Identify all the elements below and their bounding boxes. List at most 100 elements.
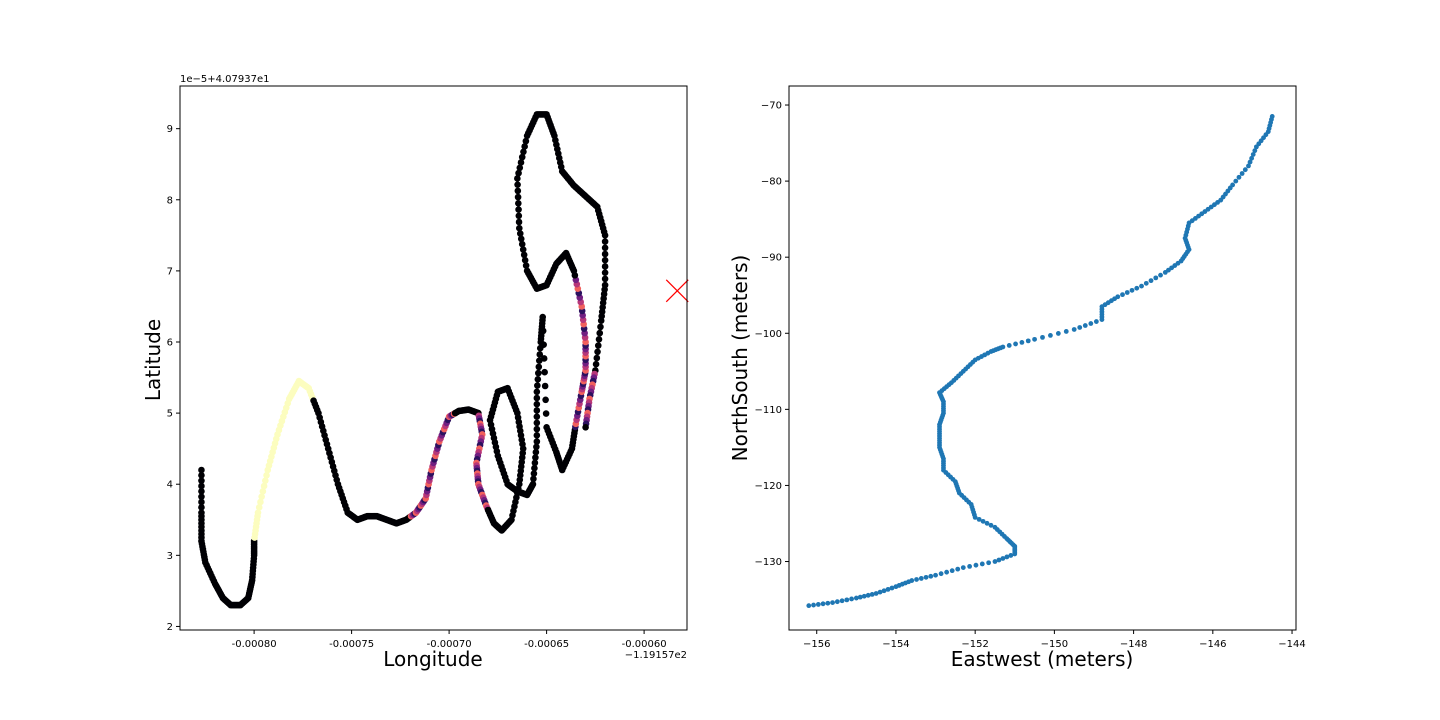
- track-point: [594, 342, 602, 349]
- track-point: [514, 181, 521, 188]
- longitude-latitude-chart: 1e−5+4.07937e1 -0.00080 -0.00075 -0.00070-…: [141, 74, 689, 671]
- track-point: [530, 470, 538, 477]
- track-point: [519, 246, 527, 253]
- track-point: [1239, 171, 1245, 176]
- track-point: [531, 464, 538, 472]
- track-point: [1236, 174, 1242, 180]
- track-point: [535, 363, 543, 371]
- track-point: [1139, 283, 1144, 289]
- track-point: [1134, 285, 1140, 291]
- track-point: [1063, 329, 1069, 334]
- track-point: [601, 263, 609, 270]
- y-tick-label: −130: [755, 557, 782, 568]
- track-point: [1048, 333, 1053, 338]
- x-tick-label: -0.00070: [427, 639, 472, 650]
- track-point: [955, 566, 961, 572]
- track-point: [522, 137, 530, 145]
- track-point: [1250, 152, 1256, 157]
- track-point: [979, 561, 985, 567]
- track-point: [839, 598, 845, 604]
- track-point: [601, 256, 609, 264]
- track-point: [815, 602, 821, 607]
- track-point: [515, 169, 522, 177]
- track-point: [988, 522, 994, 528]
- track-point: [1008, 553, 1014, 558]
- y-tick-label: 2: [167, 622, 173, 633]
- track-point: [1025, 338, 1031, 344]
- track-point: [535, 369, 542, 377]
- track-point: [254, 509, 262, 516]
- track-point: [960, 565, 966, 571]
- x-tick-label: -0.00075: [329, 639, 374, 650]
- red-x-marker: [665, 279, 689, 303]
- track-point: [593, 354, 601, 362]
- y-axis-label: NorthSouth (meters): [728, 255, 752, 462]
- track-point: [1032, 336, 1037, 342]
- track-point: [257, 498, 264, 506]
- track-point: [531, 459, 539, 467]
- track-point: [521, 256, 529, 264]
- track-point: [533, 438, 541, 445]
- track-point: [973, 562, 979, 568]
- track-point: [539, 327, 547, 335]
- track-point: [533, 443, 540, 451]
- track-point: [1269, 114, 1275, 119]
- track-point: [1247, 159, 1253, 165]
- y-tick-label: 4: [167, 480, 173, 491]
- track-point: [914, 577, 919, 582]
- y-tick-label: 3: [167, 551, 173, 562]
- track-point: [980, 518, 986, 524]
- track-point: [865, 592, 871, 598]
- track-point: [514, 187, 522, 195]
- track-point: [518, 153, 526, 161]
- track-point: [1129, 287, 1135, 293]
- track-point: [944, 569, 950, 575]
- track-point: [1000, 556, 1006, 561]
- track-point: [521, 143, 528, 150]
- y-tick-label: −80: [761, 177, 782, 188]
- track-point: [877, 589, 883, 595]
- track-point: [849, 596, 854, 602]
- track-point: [1249, 155, 1255, 161]
- track-point: [1230, 182, 1236, 188]
- eastwest-northsouth-chart: −156 −154 −152 −150 −148 −146 −144 −130 −120 −11…: [728, 85, 1306, 671]
- track-point: [1252, 148, 1258, 154]
- right-plot-area: [788, 85, 1297, 631]
- track-point: [263, 472, 270, 479]
- x-tick-label: −154: [882, 639, 909, 650]
- x-tick-label: -0.00080: [232, 639, 277, 650]
- track-point: [938, 571, 944, 577]
- track-point: [533, 407, 541, 414]
- y-tick-label: 6: [167, 338, 173, 349]
- track-points: [806, 114, 1275, 609]
- track-point: [1088, 321, 1094, 326]
- y-tick-label: 7: [167, 266, 173, 277]
- track-point: [530, 475, 537, 483]
- x-tick-label: -0.00060: [622, 639, 667, 650]
- track-point: [529, 480, 537, 488]
- track-point: [1077, 325, 1083, 330]
- track-point: [806, 603, 812, 609]
- x-tick-label: −150: [1041, 639, 1068, 650]
- track-point: [1013, 341, 1018, 347]
- track-point: [592, 360, 600, 368]
- track-point: [533, 419, 541, 427]
- track-point: [923, 574, 929, 580]
- track-point: [1148, 278, 1154, 284]
- track-point: [881, 588, 887, 594]
- track-point: [992, 559, 998, 564]
- track-point: [542, 396, 549, 404]
- track-point: [1115, 294, 1121, 300]
- x-offset-text: −1.19157e2: [625, 650, 687, 661]
- track-point: [597, 323, 604, 331]
- track-point: [992, 524, 998, 530]
- track-point: [1082, 323, 1088, 328]
- track-point: [198, 477, 205, 484]
- track-point: [541, 368, 548, 376]
- track-points: [198, 111, 609, 609]
- track-point: [1233, 178, 1239, 184]
- track-point: [533, 400, 541, 408]
- track-point: [582, 424, 589, 431]
- track-point: [198, 472, 205, 479]
- track-point: [984, 520, 990, 526]
